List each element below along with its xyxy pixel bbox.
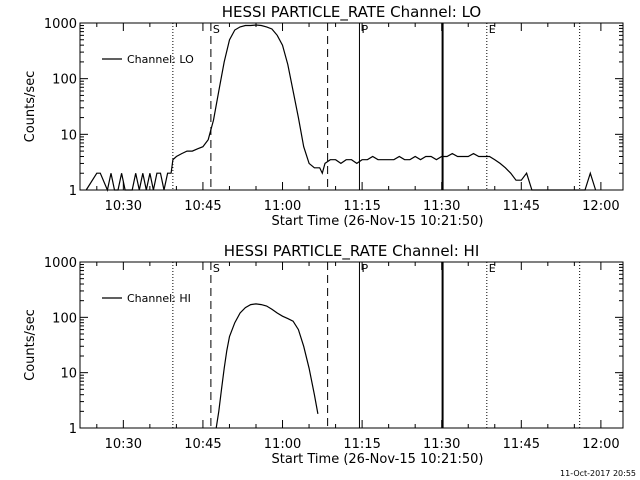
y-tick-label: 100 [52, 73, 77, 88]
chart-title: HESSI PARTICLE_RATE Channel: LO [222, 3, 481, 22]
x-tick-label: 10:45 [184, 437, 221, 452]
plot-frame [79, 261, 624, 429]
x-tick-label: 11:00 [264, 199, 301, 214]
x-axis-label: Start Time (26-Nov-15 10:21:50) [272, 452, 484, 467]
x-tick-label: 11:30 [423, 199, 460, 214]
footer-timestamp: 11-Oct-2017 20:55 [560, 469, 636, 478]
x-tick-label: 11:00 [264, 437, 301, 452]
chart-panel-lo: HESSI PARTICLE_RATE Channel: LO 1 10 100 100… [23, 3, 624, 229]
legend-label: Channel: HI [127, 292, 191, 305]
x-tick-label: 11:15 [343, 199, 380, 214]
x-tick-label: 12:00 [582, 199, 619, 214]
y-tick-label: 100 [52, 311, 77, 326]
y-tick-label: 1 [69, 184, 77, 199]
plot-frame [79, 22, 624, 191]
series-line-lo [85, 24, 597, 192]
y-tick-label: 1 [69, 422, 77, 437]
x-tick-label: 11:45 [503, 437, 540, 452]
x-tick-label: 11:30 [423, 437, 460, 452]
x-axis-label: Start Time (26-Nov-15 10:21:50) [272, 214, 484, 229]
x-tick-label: 11:45 [503, 199, 540, 214]
legend-label: Channel: LO [127, 53, 194, 66]
x-tick-label: 11:15 [343, 437, 380, 452]
series-line-hi [215, 303, 319, 429]
event-marker-label: P [361, 262, 368, 275]
event-marker-label: S [213, 23, 220, 36]
y-axis-label: Counts/sec [23, 309, 38, 381]
y-axis-label: Counts/sec [23, 71, 38, 143]
y-tick-label: 10 [60, 367, 77, 382]
y-tick-label: 1000 [44, 256, 77, 271]
x-tick-label: 10:30 [105, 437, 142, 452]
event-marker-label: P [361, 23, 368, 36]
chart-panel-hi: HESSI PARTICLE_RATE Channel: HI 1 10 100 100… [23, 242, 624, 467]
y-tick-label: 10 [60, 128, 77, 143]
event-marker-label: S [213, 262, 220, 275]
chart-title: HESSI PARTICLE_RATE Channel: HI [224, 242, 480, 261]
event-marker-label: E [489, 262, 496, 275]
x-tick-label: 10:45 [184, 199, 221, 214]
x-tick-label: 12:00 [582, 437, 619, 452]
y-tick-label: 1000 [44, 17, 77, 32]
x-tick-label: 10:30 [105, 199, 142, 214]
event-marker-label: E [489, 23, 496, 36]
